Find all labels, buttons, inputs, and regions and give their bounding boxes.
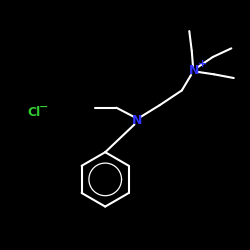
Text: −: − <box>39 102 48 112</box>
Text: Cl: Cl <box>27 106 40 119</box>
Text: N: N <box>189 64 200 77</box>
Text: N: N <box>132 114 142 126</box>
Text: +: + <box>198 59 207 69</box>
